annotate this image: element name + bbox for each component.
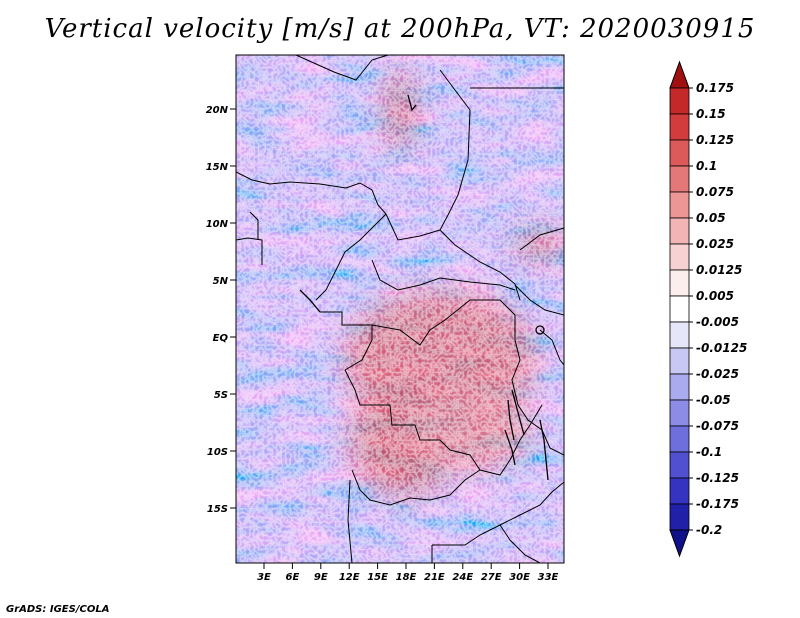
colorbar-bin (669, 295, 690, 323)
lat-tick-label: 10S (207, 447, 228, 458)
lon-tick-label: 15E (367, 572, 388, 583)
colorbar-bin (669, 191, 690, 219)
colorbar-label: 0.05 (696, 211, 726, 225)
lakes-and-coast (299, 94, 549, 481)
lon-tick-label: 21E (424, 572, 445, 583)
colorbar-bin (669, 451, 690, 479)
colorbar-label: 0.0125 (696, 263, 742, 277)
colorbar-label: -0.1 (696, 445, 722, 459)
country-borders (236, 55, 564, 563)
lat-tick-label: 5N (213, 276, 229, 287)
lon-tick-label: 24E (452, 572, 473, 583)
colorbar-bin (669, 347, 690, 375)
lat-tick-label: 15S (207, 504, 228, 515)
lat-tick-label: 10N (206, 219, 229, 230)
colorbar-label: -0.125 (696, 471, 739, 485)
lat-tick-label: 5S (214, 390, 228, 401)
colorbar: 0.175 0.15 0.125 0.1 0.075 0.05 0.025 0.0125 0.0… (669, 60, 747, 558)
map-figure: 20N 15N 10N 5N EQ 5S 10S 15S 3E 6E 9E 12E 15E 18E 21E… (206, 54, 747, 583)
colorbar-bin (669, 477, 690, 505)
grads-credit: GrADS: IGES/COLA (6, 604, 110, 615)
latitude-axis: 20N 15N 10N 5N EQ 5S 10S 15S (206, 105, 236, 515)
lon-tick-label: 12E (339, 572, 360, 583)
lon-tick-label: 18E (396, 572, 417, 583)
colorbar-label: 0.1 (696, 159, 717, 173)
colorbar-top-arrow (669, 60, 690, 89)
longitude-axis: 3E 6E 9E 12E 15E 18E 21E 24E 27E 30E 33E (257, 563, 559, 583)
chart-title: Vertical velocity [m/s] at 200hPa, VT: 2… (44, 14, 756, 44)
lon-tick-label: 33E (538, 572, 559, 583)
colorbar-label: -0.025 (696, 367, 739, 381)
colorbar-bin (669, 269, 690, 297)
colorbar-label: 0.175 (696, 81, 734, 95)
lat-tick-label: 15N (206, 162, 229, 173)
lon-tick-label: 3E (257, 572, 271, 583)
colorbar-bin (669, 139, 690, 167)
map-frame (235, 54, 565, 564)
colorbar-bin (669, 503, 690, 531)
colorbar-bin (669, 399, 690, 427)
colorbar-label: -0.2 (696, 523, 722, 537)
colorbar-label: 0.15 (696, 107, 726, 121)
colorbar-bin (669, 425, 690, 453)
colorbar-label: -0.05 (696, 393, 731, 407)
colorbar-bottom-arrow (669, 529, 690, 558)
colorbar-label: -0.0125 (696, 341, 747, 355)
lon-tick-label: 27E (481, 572, 502, 583)
lon-tick-label: 9E (314, 572, 328, 583)
colorbar-bin (669, 321, 690, 349)
lon-tick-label: 30E (509, 572, 530, 583)
lat-tick-label: EQ (213, 333, 229, 344)
map-panel (236, 55, 564, 563)
colorbar-bin (669, 87, 690, 115)
colorbar-bin (669, 243, 690, 271)
colorbar-bin (669, 113, 690, 141)
lon-tick-label: 6E (286, 572, 300, 583)
lat-tick-label: 20N (206, 105, 229, 116)
field-speckle (236, 55, 564, 563)
colorbar-bin (669, 217, 690, 245)
colorbar-bin (669, 373, 690, 401)
colorbar-label: 0.075 (696, 185, 734, 199)
colorbar-label: 0.125 (696, 133, 734, 147)
colorbar-label: -0.075 (696, 419, 739, 433)
colorbar-label: -0.175 (696, 497, 739, 511)
colorbar-label: 0.025 (696, 237, 734, 251)
colorbar-label: -0.005 (696, 315, 739, 329)
colorbar-bin (669, 165, 690, 193)
colorbar-label: 0.005 (696, 289, 734, 303)
